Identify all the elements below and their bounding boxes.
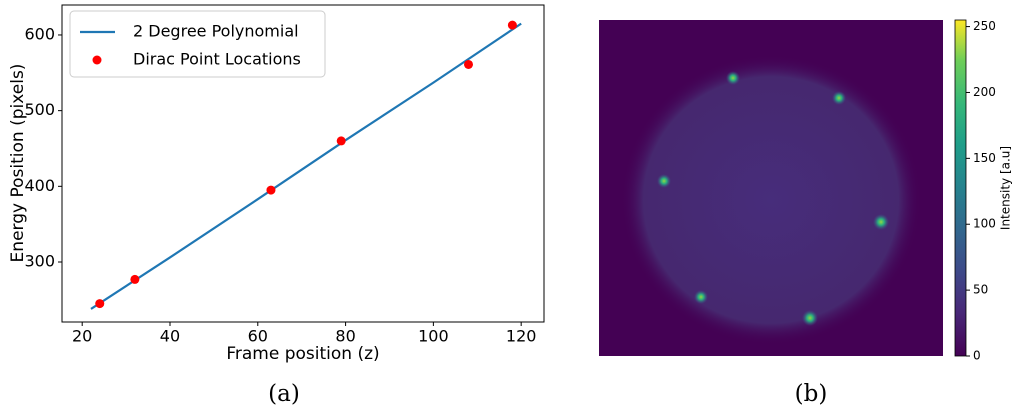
colorbar-label: Intensity [a.u] [999,146,1013,230]
legend-label: Dirac Point Locations [133,50,301,69]
x-tick-label: 40 [160,327,180,346]
fit-line [90,22,522,310]
x-tick-label: 20 [72,327,92,346]
colorbar-tick-label: 100 [973,217,996,231]
caption: (a) [268,381,300,407]
colorbar-tick-label: 50 [973,283,988,297]
data-point [336,136,346,146]
heatmap-image [599,20,943,356]
y-tick-label: 500 [24,100,55,119]
data-point [130,274,140,284]
x-axis-label: Frame position (z) [226,344,379,364]
legend-marker [92,55,102,65]
data-point [507,20,517,30]
plot-frame [61,4,545,323]
x-tick-label: 60 [248,327,268,346]
x-tick-label: 120 [506,327,537,346]
data-point [266,185,276,195]
panel-a: 20 40 60 80 100 120 300 400 500 600 2 Degree Polyn… [24,10,537,346]
y-tick-label: 400 [24,176,55,195]
colorbar-tick-label: 150 [973,151,996,165]
colorbar-axis: 0 50 100 150 200 250 [966,19,996,363]
colorbar-tick-label: 250 [973,19,996,33]
y-tick-label: 600 [24,24,55,43]
caption: (b) [795,381,828,407]
x-tick-label: 80 [335,327,355,346]
data-point [95,299,105,309]
legend [69,10,326,78]
colorbar-tick-label: 0 [973,349,981,363]
y-tick-label: 300 [24,251,55,270]
x-tick-label: 100 [418,327,449,346]
y-axis-label: Energy Position (pixels) [8,64,28,263]
colorbar-tick-label: 200 [973,85,996,99]
data-point [463,59,473,69]
colorbar [954,19,967,357]
legend-label: 2 Degree Polynomial [133,22,299,41]
